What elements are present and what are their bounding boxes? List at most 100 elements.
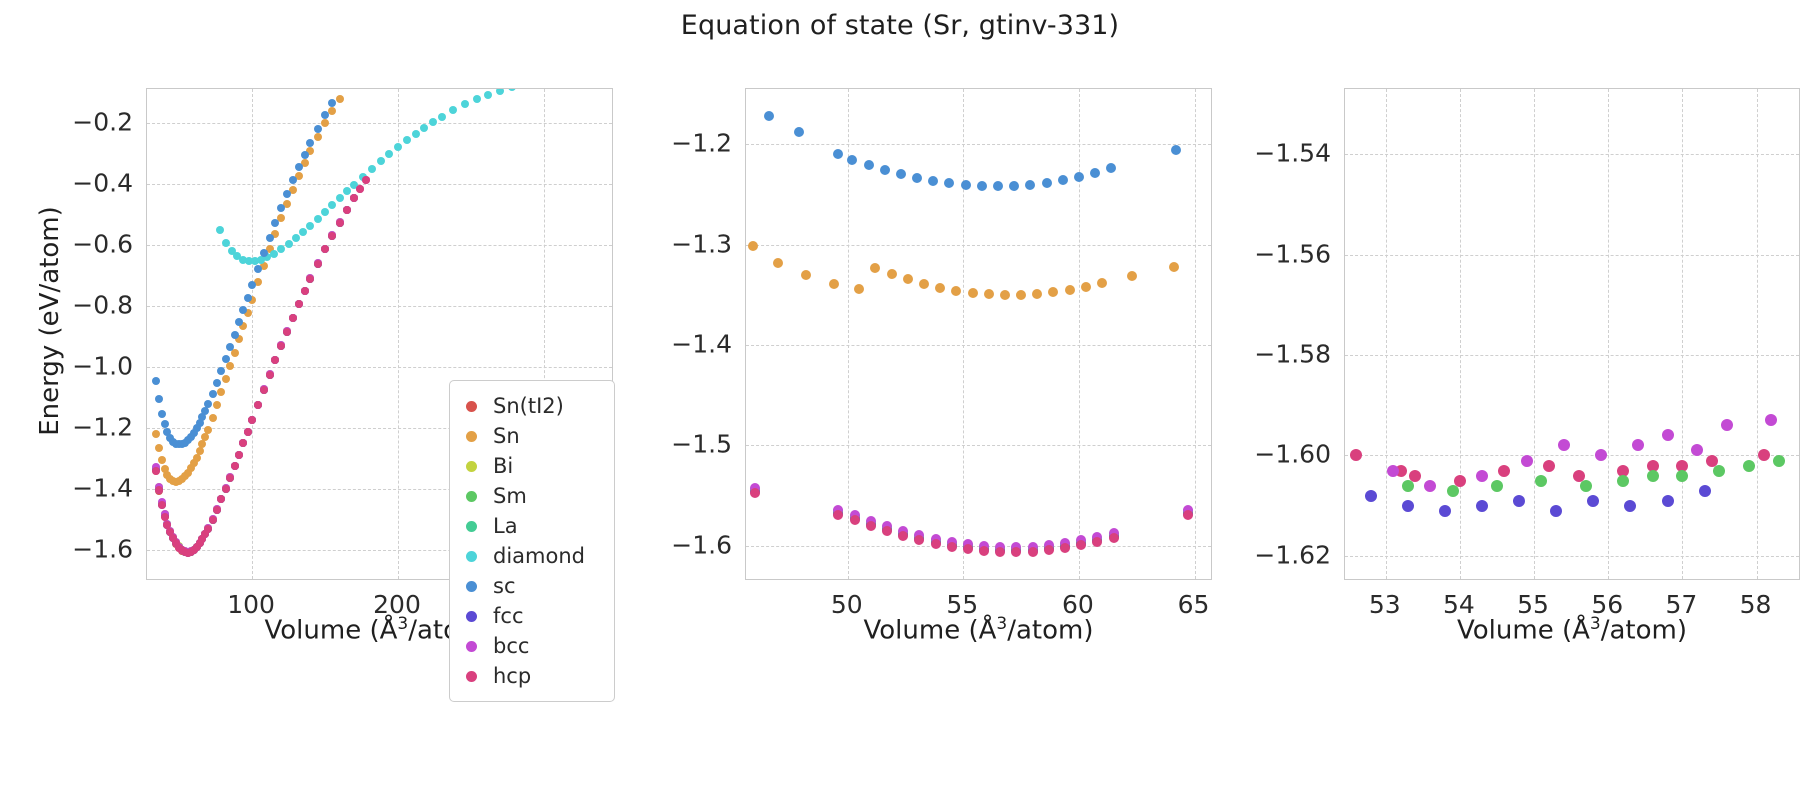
y-tick-label: −0.8 bbox=[72, 290, 133, 320]
legend-item-la[interactable]: La bbox=[460, 511, 602, 541]
data-point-diamond bbox=[215, 226, 224, 235]
data-point-hcp bbox=[898, 530, 909, 541]
data-point-bcc bbox=[1076, 534, 1087, 545]
legend-item-sn[interactable]: Sn bbox=[460, 421, 602, 451]
x-tick-label: 57 bbox=[1665, 590, 1698, 619]
y-tick-label: −0.4 bbox=[72, 168, 133, 198]
data-point-hcp bbox=[979, 545, 990, 556]
legend-item-label: bcc bbox=[493, 633, 530, 658]
grid-line-vertical bbox=[1756, 89, 1758, 579]
y-tick-label: −1.4 bbox=[671, 329, 732, 359]
data-point-hcp bbox=[169, 534, 178, 543]
data-point-bcc bbox=[1765, 414, 1778, 427]
grid-line-horizontal bbox=[147, 550, 612, 552]
legend-item-diamond[interactable]: diamond bbox=[460, 541, 602, 571]
data-point-hcp bbox=[213, 505, 222, 514]
data-point-diamond bbox=[484, 90, 493, 99]
grid-line-vertical bbox=[1385, 89, 1387, 579]
data-point-bcc bbox=[1476, 469, 1489, 482]
data-point-hcp bbox=[300, 287, 309, 296]
data-point-sm bbox=[1491, 479, 1503, 492]
data-point-sn bbox=[271, 229, 280, 238]
panel-middle bbox=[745, 88, 1212, 580]
data-point-diamond bbox=[250, 256, 259, 265]
data-point-sc bbox=[313, 124, 322, 133]
data-point-sc bbox=[833, 149, 844, 160]
data-point-sn bbox=[226, 362, 235, 371]
data-point-sn bbox=[180, 472, 189, 481]
data-point-bcc bbox=[1557, 439, 1570, 452]
legend-rows: Sn(tI2) Sn Bi Sm La diamond sc fcc bcc hcp bbox=[460, 391, 602, 691]
data-point-diamond bbox=[269, 249, 278, 258]
data-point-hcp bbox=[172, 539, 181, 548]
data-point-bcc bbox=[151, 462, 160, 471]
legend-item-bcc[interactable]: bcc bbox=[460, 631, 602, 661]
legend-item-label: La bbox=[493, 513, 518, 538]
data-point-hcp bbox=[198, 535, 207, 544]
data-point-hcp bbox=[750, 487, 761, 498]
x-axis-label-base-right: Volume (Å bbox=[1457, 615, 1590, 646]
legend-item-label: Sm bbox=[493, 483, 527, 508]
data-point-sc bbox=[186, 432, 195, 441]
data-point-hcp bbox=[154, 486, 163, 495]
data-point-sc bbox=[294, 163, 303, 172]
data-point-sn bbox=[773, 257, 784, 268]
data-point-sc bbox=[217, 367, 226, 376]
data-point-hcp bbox=[356, 184, 365, 193]
legend-item-label: hcp bbox=[493, 663, 532, 688]
data-point-sc bbox=[794, 127, 805, 138]
data-point-sc bbox=[944, 178, 955, 189]
data-point-hcp bbox=[166, 528, 175, 537]
x-tick-label: 100 bbox=[227, 590, 275, 619]
legend-item-fcc[interactable]: fcc bbox=[460, 601, 602, 631]
data-point-hcp bbox=[253, 400, 262, 409]
data-point-diamond bbox=[227, 246, 236, 255]
data-point-hcp bbox=[201, 530, 210, 539]
data-point-bcc bbox=[962, 538, 973, 549]
data-point-fcc bbox=[1587, 494, 1600, 507]
data-point-sc bbox=[1090, 168, 1101, 179]
data-point-sn bbox=[277, 214, 286, 223]
data-point-hcp bbox=[1409, 469, 1422, 482]
data-point-sc bbox=[243, 293, 252, 302]
legend[interactable]: Sn(tI2) Sn Bi Sm La diamond sc fcc bcc hcp bbox=[449, 380, 615, 702]
legend-item-hcp[interactable]: hcp bbox=[460, 661, 602, 691]
data-point-sn bbox=[801, 269, 812, 280]
data-point-sn bbox=[160, 464, 169, 473]
legend-item-sc[interactable]: sc bbox=[460, 571, 602, 601]
y-tick-label: −0.6 bbox=[72, 229, 133, 259]
legend-item-snti2[interactable]: Sn(tI2) bbox=[460, 391, 602, 421]
grid-line-horizontal bbox=[1345, 355, 1799, 357]
data-point-sn bbox=[157, 455, 166, 464]
legend-marker-icon bbox=[466, 400, 477, 412]
data-point-sc bbox=[213, 378, 222, 387]
data-point-hcp bbox=[350, 194, 359, 203]
data-point-bcc bbox=[946, 536, 957, 547]
data-point-hcp bbox=[277, 341, 286, 350]
grid-line-horizontal bbox=[147, 428, 612, 430]
data-point-sc bbox=[283, 190, 292, 199]
data-point-bcc bbox=[1424, 479, 1437, 492]
legend-item-bi[interactable]: Bi bbox=[460, 451, 602, 481]
x-axis-label-sup-middle: 3 bbox=[996, 614, 1008, 634]
data-point-bcc bbox=[1043, 539, 1054, 550]
data-point-sc bbox=[288, 176, 297, 185]
data-point-diamond bbox=[342, 187, 351, 196]
y-axis-label-text: Energy (eV/atom) bbox=[35, 206, 65, 436]
grid-line-vertical bbox=[543, 89, 545, 579]
legend-marker-icon bbox=[466, 490, 477, 502]
data-point-diamond bbox=[449, 106, 458, 115]
grid-line-vertical bbox=[1194, 89, 1196, 579]
grid-line-horizontal bbox=[147, 122, 612, 124]
y-tick-label: −1.3 bbox=[671, 229, 732, 259]
grid-line-horizontal bbox=[147, 183, 612, 185]
data-point-hcp bbox=[248, 416, 257, 425]
legend-item-sm[interactable]: Sm bbox=[460, 481, 602, 511]
data-point-diamond bbox=[402, 136, 411, 145]
data-point-sn bbox=[306, 147, 315, 156]
grid-line-horizontal bbox=[1345, 154, 1799, 156]
data-point-bcc bbox=[930, 533, 941, 544]
data-point-hcp bbox=[1027, 546, 1038, 557]
data-point-diamond bbox=[277, 245, 286, 254]
data-point-hcp bbox=[865, 520, 876, 531]
